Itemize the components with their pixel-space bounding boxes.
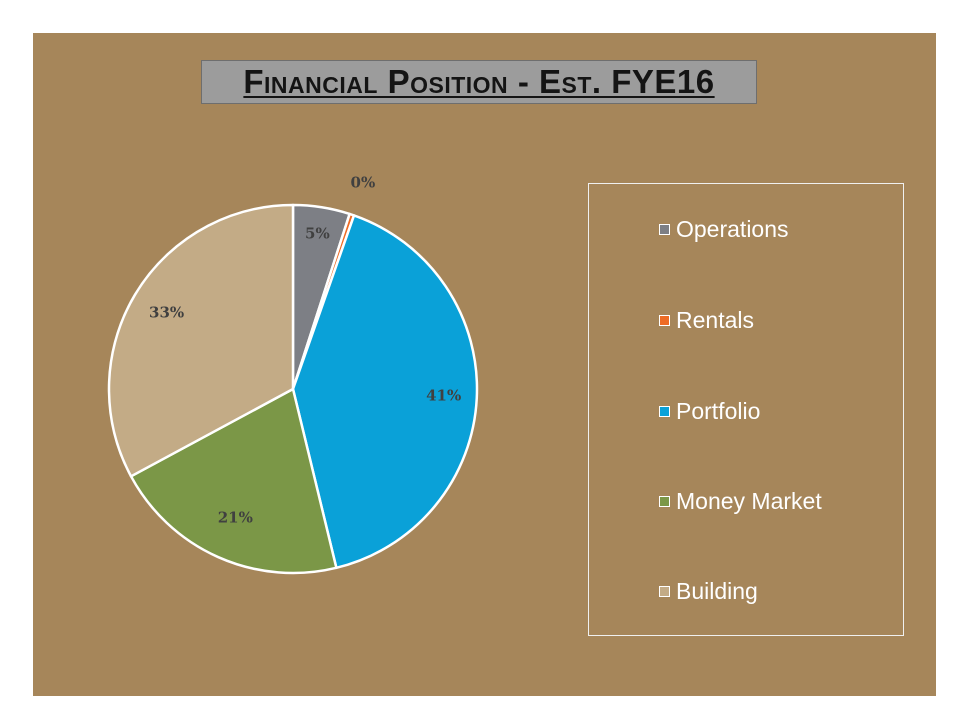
legend-entry-building: Building xyxy=(659,576,758,606)
legend-label-portfolio: Portfolio xyxy=(676,397,761,424)
legend-label-operations: Operations xyxy=(676,215,789,242)
data-label-portfolio: 41% xyxy=(426,387,461,405)
pie-slices xyxy=(107,203,479,575)
pie-slice-building xyxy=(107,203,295,478)
legend-label-building: Building xyxy=(676,577,758,604)
data-label-rentals: 0% xyxy=(351,174,376,192)
chart-title-box: Financial Position - Est. FYE16 xyxy=(201,60,757,104)
legend-label-rentals: Rentals xyxy=(676,306,754,333)
legend-swatch-money-market xyxy=(659,495,670,507)
legend-swatch-building xyxy=(659,585,670,597)
pie-slice-portfolio xyxy=(291,214,479,570)
pie-data-labels: 5% 0% 41% 21% 33% xyxy=(149,174,461,527)
legend-swatch-rentals xyxy=(659,314,670,326)
legend-entry-portfolio: Portfolio xyxy=(659,396,760,426)
data-label-money-market: 21% xyxy=(218,508,253,526)
chart-title: Financial Position - Est. FYE16 xyxy=(243,63,715,100)
legend-swatch-operations xyxy=(659,223,670,235)
slide: Financial Position - Est. FYE16 5% 0% 41% 2… xyxy=(33,33,936,696)
legend-entry-operations: Operations xyxy=(659,214,789,244)
pie-chart: 5% 0% 41% 21% 33% xyxy=(107,174,479,575)
data-label-building: 33% xyxy=(149,304,184,322)
chart-legend: Operations Rentals Portfolio Money Marke… xyxy=(588,183,904,636)
legend-label-money-market: Money Market xyxy=(676,487,822,514)
legend-swatch-portfolio xyxy=(659,405,670,417)
legend-entry-money-market: Money Market xyxy=(659,486,822,516)
data-label-operations: 5% xyxy=(305,225,330,243)
pie-slice-money-market xyxy=(129,387,338,575)
legend-entry-rentals: Rentals xyxy=(659,305,754,335)
